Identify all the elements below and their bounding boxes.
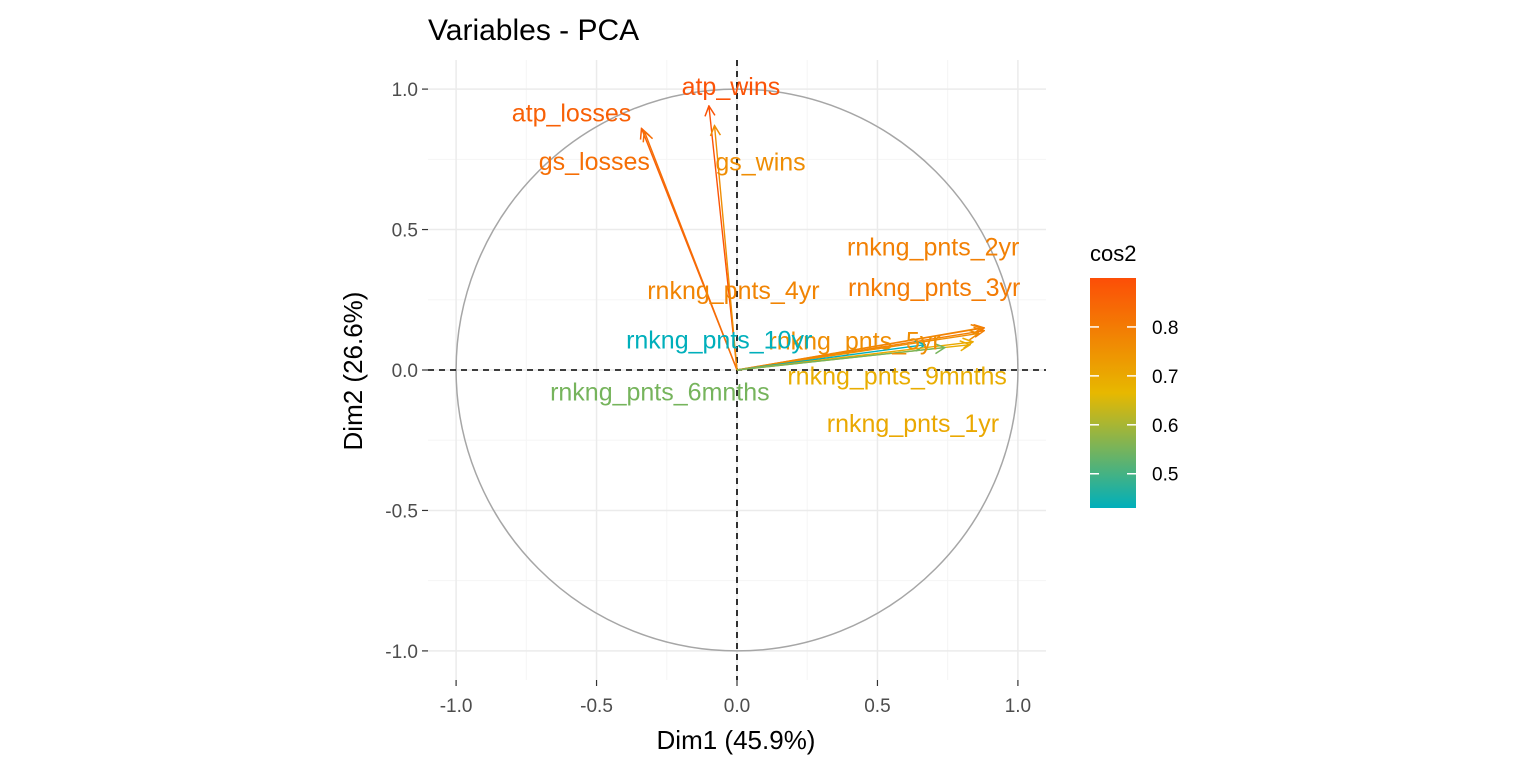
y-tick-label: 0.5 [392,221,418,242]
label-rnkng-pnts-5yr: rnkng_pnts_5yr [768,327,940,355]
y-tick-label: 0.0 [392,361,418,382]
label-rnkng-pnts-9mnths: rnkng_pnts_9mnths [787,363,1007,391]
legend-tick-label: 0.7 [1152,367,1178,388]
unit-circle [455,88,1019,652]
y-tick-label: -0.5 [385,501,418,522]
legend-tick-label: 0.8 [1152,318,1178,339]
label-atp-wins: atp_wins [682,73,781,101]
label-rnkng-pnts-3yr: rnkng_pnts_3yr [848,274,1020,302]
chart-title: Variables - PCA [428,14,639,47]
legend-tick-label: 0.5 [1152,465,1178,486]
legend: cos2 0.8 0.7 0.6 0.5 [1090,241,1178,508]
arrow-gs-wins [715,126,738,371]
y-axis-title: Dim2 (26.6%) [338,292,368,451]
legend-ticks: 0.8 0.7 0.6 0.5 [1090,318,1178,486]
legend-colorbar [1090,278,1136,508]
label-atp-losses: atp_losses [512,99,632,127]
legend-title: cos2 [1090,241,1136,266]
x-tick-label: -0.5 [580,696,613,717]
label-rnkng-pnts-10yr: rnkng_pnts_10yr [626,327,812,355]
arrow-rnkng-pnts-4yr [736,328,981,371]
x-axis-title: Dim1 (45.9%) [657,725,816,755]
x-tick-label: 0.5 [864,696,890,717]
arrow-gs-losses [644,131,738,371]
legend-tick-label: 0.6 [1152,416,1178,437]
label-gs-losses: gs_losses [539,148,650,176]
axis-ticks: -1.0 -0.5 0.0 0.5 1.0 1.0 0.5 0.0 -0.5 -1.0 [385,80,1031,717]
label-rnkng-pnts-2yr: rnkng_pnts_2yr [847,234,1019,262]
label-rnkng-pnts-4yr: rnkng_pnts_4yr [647,277,819,305]
x-tick-label: -1.0 [440,696,473,717]
y-tick-label: 1.0 [392,80,418,101]
variable-labels: atp_wins atp_losses gs_losses gs_wins rnkng_… [512,73,1021,438]
variable-arrows [641,106,984,371]
correlation-circle [455,88,1019,652]
x-tick-label: 0.0 [724,696,750,717]
arrow-rnkng-pnts-6mnths [736,348,945,371]
label-rnkng-pnts-1yr: rnkng_pnts_1yr [827,410,999,438]
x-tick-label: 1.0 [1005,696,1031,717]
y-tick-label: -1.0 [385,642,418,663]
label-rnkng-pnts-6mnths: rnkng_pnts_6mnths [550,379,770,407]
label-gs-wins: gs_wins [715,149,805,177]
